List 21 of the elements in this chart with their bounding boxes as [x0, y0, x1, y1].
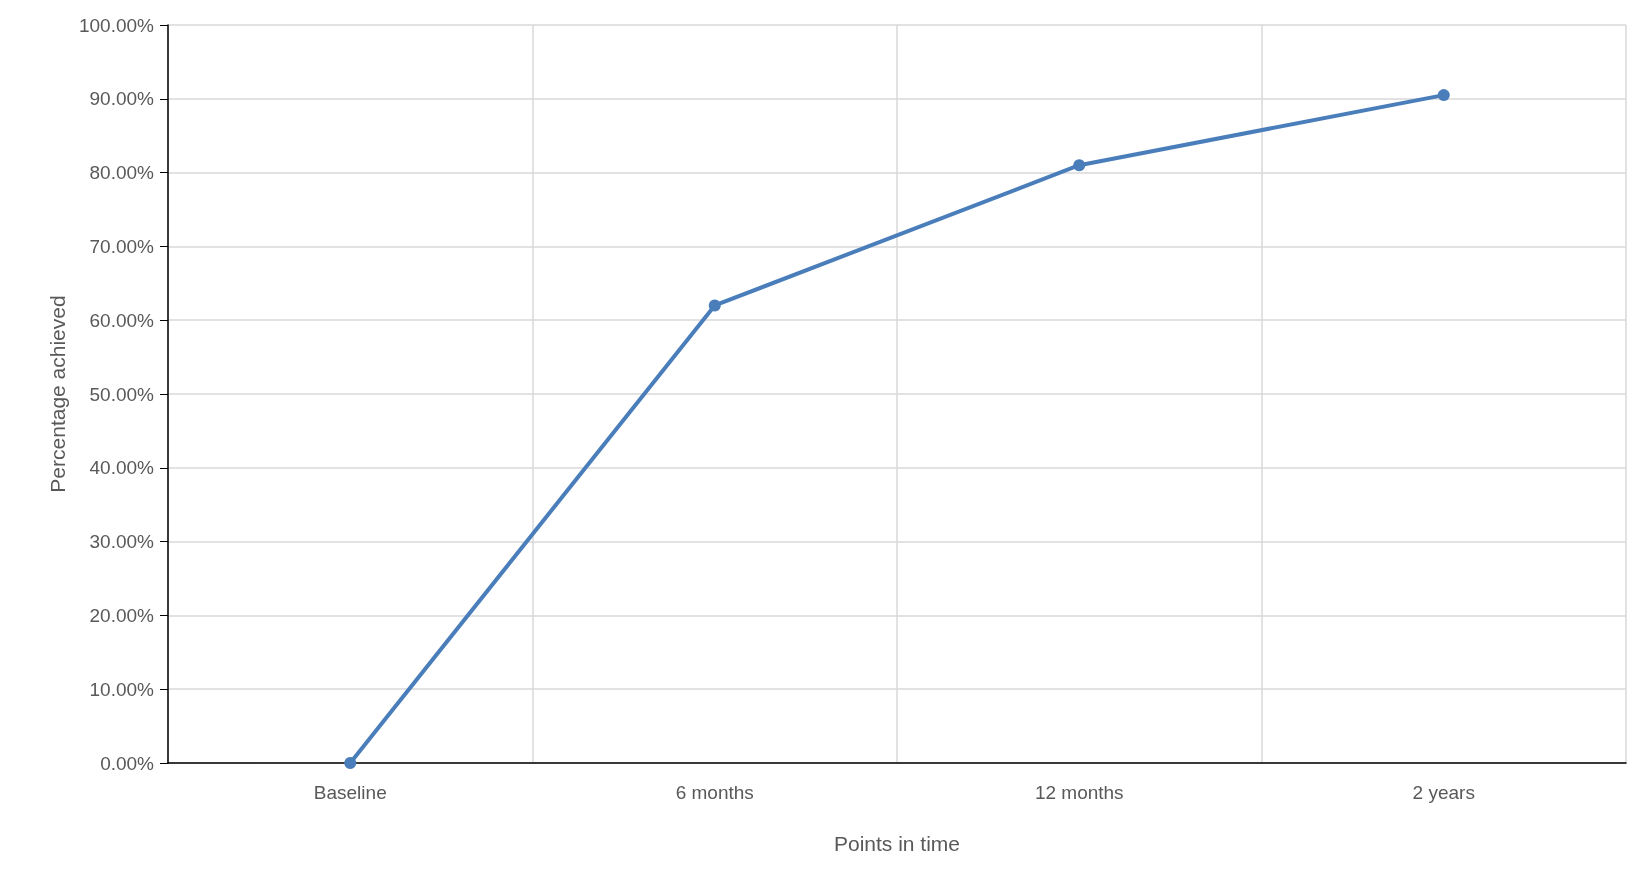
- y-tick-label: 60.00%: [89, 309, 155, 331]
- point: [1437, 89, 1450, 102]
- x-tick-label: 2 years: [1412, 782, 1475, 803]
- y-tick-label: 10.00%: [89, 678, 155, 700]
- point: [1073, 159, 1086, 172]
- y-tick-label: 90.00%: [89, 88, 155, 110]
- y-tick-label: 20.00%: [89, 604, 155, 626]
- y-tick-label: 100.00%: [78, 14, 155, 36]
- y-axis-title: Percentage achieved: [46, 295, 69, 493]
- point: [344, 757, 357, 769]
- x-tick-label: 6 months: [675, 782, 754, 803]
- y-tick-label: 50.00%: [89, 383, 155, 405]
- y-tick-label: 70.00%: [89, 235, 155, 257]
- x-tick-label: Baseline: [313, 782, 387, 803]
- point: [708, 299, 721, 312]
- y-tick-label: 40.00%: [89, 457, 155, 479]
- x-axis-title: Points in time: [833, 832, 961, 855]
- y-tick-label: 80.00%: [89, 162, 155, 184]
- y-tick-label: 30.00%: [89, 531, 155, 553]
- y-tick-label: 0.00%: [100, 752, 155, 774]
- x-tick-label: 12 months: [1034, 782, 1124, 803]
